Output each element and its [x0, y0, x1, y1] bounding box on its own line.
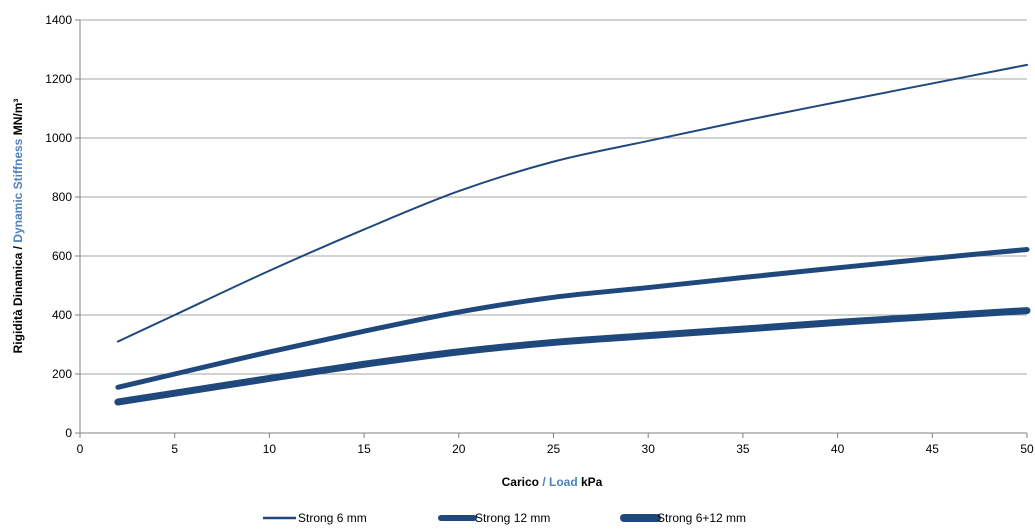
- x-axis-title-sep: /: [539, 475, 549, 489]
- x-tick-label: 20: [452, 442, 466, 456]
- x-axis-title: Carico / Load kPa: [502, 475, 603, 489]
- x-tick-label: 50: [1020, 442, 1034, 456]
- y-tick-label: 200: [52, 367, 72, 381]
- series-line-2: [114, 307, 1031, 406]
- y-tick-labels: 0 200 400 600 800 1000 1200 1400: [45, 13, 72, 440]
- axes: [79, 20, 1028, 438]
- x-axis-title-part2: Load: [549, 475, 578, 489]
- y-axis-title: Rigidità Dinamica / Dynamic Stiffness MN…: [11, 99, 25, 354]
- y-tick-label: 800: [52, 190, 72, 204]
- x-tick-label: 30: [642, 442, 656, 456]
- x-tick-label: 0: [77, 442, 84, 456]
- y-tick-label: 1000: [45, 131, 72, 145]
- x-tick-label: 25: [547, 442, 561, 456]
- y-axis-title-unit: MN/m³: [11, 99, 25, 139]
- x-axis-title-unit: kPa: [578, 475, 603, 489]
- legend-label-strong-6-12mm: Strong 6+12 mm: [657, 511, 746, 525]
- legend-label-strong-12mm: Strong 12 mm: [475, 511, 550, 525]
- series-line-1: [115, 247, 1030, 390]
- series-line-0: [116, 63, 1028, 343]
- x-tick-label: 15: [357, 442, 371, 456]
- x-tick-label: 5: [171, 442, 178, 456]
- legend-label-strong-6mm: Strong 6 mm: [298, 511, 367, 525]
- y-axis-title-part1: Rigidità Dinamica: [11, 252, 25, 353]
- x-tick-label: 45: [926, 442, 940, 456]
- y-tick-label: 1400: [45, 13, 72, 27]
- y-axis-title-part2: Dynamic Stiffness: [11, 138, 25, 242]
- x-tick-label: 10: [263, 442, 277, 456]
- legend: Strong 6 mm Strong 12 mm Strong 6+12 mm: [263, 511, 746, 525]
- y-tick-label: 400: [52, 308, 72, 322]
- x-tick-labels: 0 5 10 15 20 25 30 35 40 45 50: [77, 442, 1034, 456]
- grid-lines: [75, 19, 1027, 434]
- y-tick-label: 0: [65, 426, 72, 440]
- y-tick-label: 600: [52, 249, 72, 263]
- x-tick-label: 35: [736, 442, 750, 456]
- x-tick-label: 40: [831, 442, 845, 456]
- y-axis-title-sep: /: [11, 243, 25, 253]
- series-lines: [114, 63, 1031, 406]
- y-tick-label: 1200: [45, 72, 72, 86]
- x-axis-title-part1: Carico: [502, 475, 539, 489]
